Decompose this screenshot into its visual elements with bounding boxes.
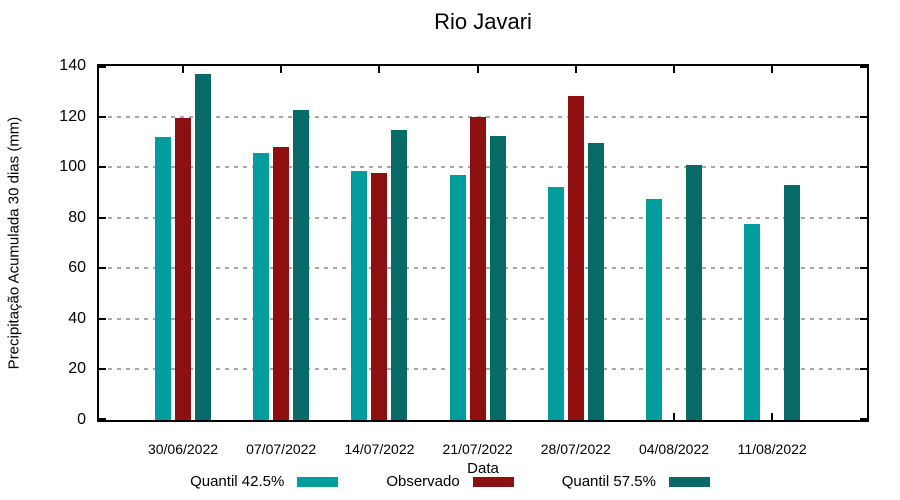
legend-label: Observado (386, 473, 460, 490)
y-tick-label: 100 (59, 158, 86, 176)
x-tick-label: 07/07/2022 (246, 441, 317, 457)
x-tick-label: 28/07/2022 (540, 441, 611, 457)
bar-quantil-57.5- (195, 73, 211, 420)
gridline (99, 115, 867, 118)
xtick-mark-bottom (673, 413, 675, 420)
bar-group (646, 164, 702, 420)
bar-observado (469, 116, 486, 420)
bar-quantil-42.5- (351, 170, 368, 420)
y-tick-label: 0 (77, 411, 86, 428)
legend-item: Observado (386, 473, 514, 490)
legend-swatch (297, 476, 339, 487)
ytick-mark-left (99, 115, 106, 118)
bar-quantil-42.5- (449, 174, 466, 420)
bar-observado (567, 96, 584, 420)
ytick-mark-right (860, 66, 867, 68)
x-tick-label: 30/06/2022 (147, 441, 219, 457)
x-tick-label: 14/07/2022 (344, 441, 415, 457)
bar-group (449, 116, 506, 420)
bar-quantil-42.5- (744, 224, 761, 420)
y-tick-label: 120 (59, 107, 86, 125)
y-tick-label: 140 (59, 57, 86, 74)
legend-swatch (668, 476, 710, 487)
ytick-mark-right (860, 166, 867, 169)
xtick-mark-top (182, 66, 184, 73)
xtick-mark-top (673, 66, 675, 73)
legend-item: Quantil 42.5% (190, 473, 339, 490)
bar-quantil-42.5- (155, 136, 171, 420)
ytick-mark-left (99, 66, 106, 68)
ytick-mark-left (99, 267, 106, 270)
xtick-mark-top (476, 66, 479, 73)
bar-quantil-57.5- (293, 110, 310, 420)
y-axis-title: Precipitação Acumulada 30 dias (mm) (5, 116, 23, 370)
plot-inner (99, 66, 867, 420)
ytick-mark-right (860, 216, 867, 219)
legend-label: Quantil 42.5% (190, 473, 285, 490)
legend: Quantil 42.5% Observado Quantil 57.5% (0, 473, 900, 490)
ytick-mark-right (860, 115, 867, 118)
xtick-mark-top (280, 66, 283, 73)
bar-group (547, 96, 604, 420)
ytick-mark-left (99, 368, 106, 371)
x-tick-label: 04/08/2022 (638, 441, 710, 457)
plot-area (97, 64, 869, 422)
bar-quantil-42.5- (547, 187, 564, 420)
legend-label: Quantil 57.5% (561, 473, 656, 490)
y-tick-label: 80 (68, 208, 86, 226)
bar-observado (371, 173, 388, 420)
bar-observado (273, 146, 290, 420)
bar-group (155, 73, 211, 420)
bar-quantil-57.5- (587, 143, 604, 420)
ytick-mark-left (99, 216, 106, 219)
y-tick-label: 20 (68, 360, 86, 378)
xtick-mark-top (378, 66, 381, 73)
y-tick-label: 40 (68, 309, 86, 327)
bar-quantil-42.5- (646, 198, 662, 420)
ytick-mark-right (860, 267, 867, 270)
bar-group (744, 184, 801, 420)
ytick-mark-right (860, 317, 867, 320)
bar-quantil-57.5- (784, 184, 801, 420)
x-tick-label: 21/07/2022 (442, 441, 513, 457)
bar-quantil-57.5- (489, 135, 506, 420)
legend-swatch (472, 476, 514, 487)
y-tick-label: 60 (68, 259, 86, 277)
ytick-mark-left (99, 166, 106, 169)
bar-quantil-42.5- (253, 153, 270, 420)
xtick-mark-top (574, 66, 577, 73)
bar-group (253, 110, 310, 420)
x-axis-title: Data (467, 460, 499, 477)
ytick-mark-left (99, 317, 106, 320)
ytick-mark-right (860, 368, 867, 371)
x-tick-label: 11/08/2022 (737, 441, 807, 457)
bar-quantil-57.5- (391, 130, 408, 420)
xtick-mark-bottom (771, 413, 774, 420)
ytick-mark-left (99, 418, 106, 420)
ytick-mark-right (860, 418, 867, 420)
legend-item: Quantil 57.5% (562, 473, 710, 490)
xtick-mark-top (771, 66, 774, 73)
bar-group (351, 130, 408, 420)
bar-observado (175, 117, 191, 420)
chart-title: Rio Javari (434, 9, 532, 34)
bar-quantil-57.5- (686, 164, 702, 420)
